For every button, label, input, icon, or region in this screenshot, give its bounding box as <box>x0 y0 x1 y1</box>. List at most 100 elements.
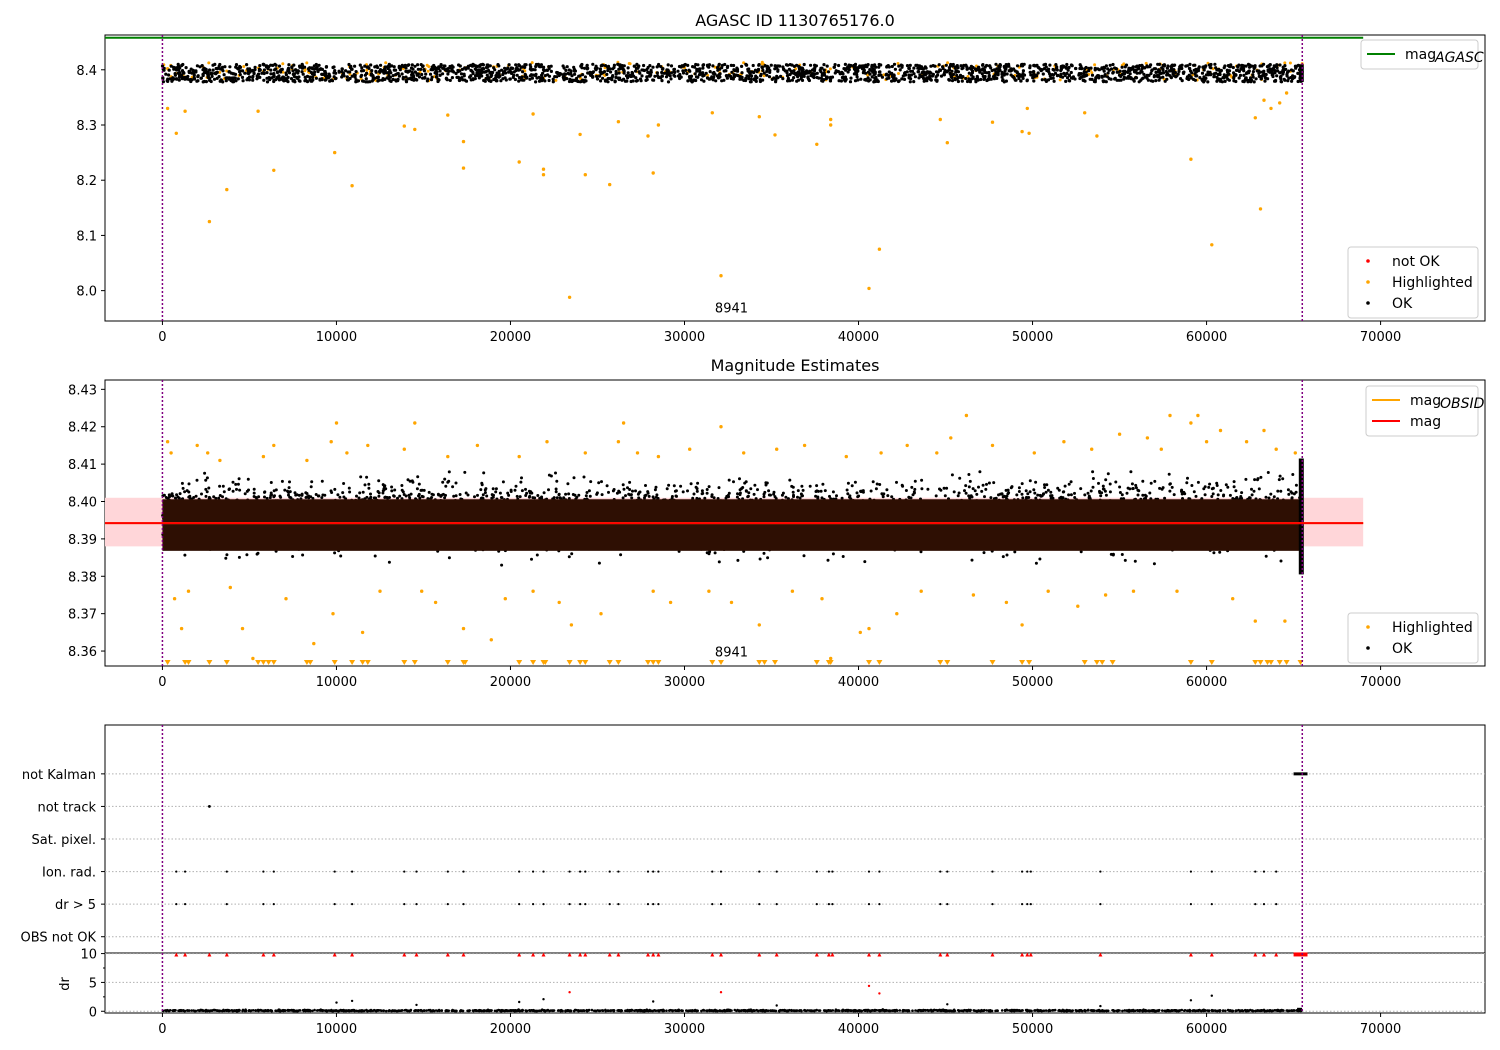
ok-point <box>247 69 251 74</box>
ok-point <box>252 491 256 495</box>
ok-point <box>616 76 620 80</box>
ok-point <box>579 64 583 68</box>
ok-point <box>1051 76 1055 80</box>
ok-point <box>1252 80 1256 84</box>
ok-point <box>515 66 519 70</box>
ok-point <box>1019 79 1023 83</box>
ok-point <box>873 79 877 83</box>
ok-point <box>853 68 857 72</box>
ok-point <box>583 66 587 70</box>
ok-point <box>967 71 971 75</box>
ok-point <box>350 74 354 78</box>
ok-point <box>342 74 346 78</box>
ok-point <box>1087 66 1091 70</box>
ok-point <box>871 67 875 71</box>
ok-point <box>345 75 349 79</box>
ok-point <box>705 491 709 495</box>
ok-point <box>233 76 237 80</box>
ok-point <box>206 74 210 78</box>
ok-point <box>572 476 576 480</box>
ok-point <box>754 79 758 83</box>
ok-point <box>837 63 841 68</box>
ok-point <box>974 77 978 81</box>
ok-point <box>655 71 660 75</box>
highlighted-point <box>281 62 285 66</box>
ok-point <box>173 73 177 77</box>
ok-point <box>492 77 496 82</box>
ok-point <box>166 79 170 83</box>
ok-point <box>489 79 493 83</box>
ok-point <box>1268 67 1272 71</box>
ok-point <box>708 70 712 74</box>
highlighted-point <box>165 106 170 111</box>
ok-point <box>1149 71 1153 76</box>
ok-point <box>314 66 318 71</box>
ok-point <box>219 78 223 82</box>
legend-label: Highlighted <box>1392 275 1473 291</box>
ok-point <box>1192 490 1196 494</box>
ok-point <box>400 72 404 76</box>
ok-point <box>311 75 315 79</box>
ok-point <box>1163 79 1167 83</box>
ok-point <box>642 63 646 68</box>
ok-point <box>716 76 721 80</box>
ok-point <box>517 76 522 80</box>
ok-point <box>666 63 670 67</box>
ok-point <box>1022 73 1027 77</box>
ok-point <box>1166 64 1170 68</box>
ok-point <box>826 70 831 74</box>
ok-point <box>190 71 194 75</box>
ok-point <box>912 66 916 70</box>
ok-point <box>477 68 481 72</box>
highlighted-point <box>867 286 871 291</box>
ok-point <box>967 79 971 83</box>
ok-point <box>493 68 497 72</box>
ok-point <box>943 494 947 498</box>
ok-point <box>753 68 758 72</box>
ok-point <box>634 66 639 70</box>
middle-chart-title: Magnitude Estimates <box>711 356 880 375</box>
ok-point <box>353 64 357 68</box>
ok-point <box>767 489 771 493</box>
ok-point <box>1249 76 1253 80</box>
ok-point <box>1169 69 1173 73</box>
ok-point <box>360 73 364 77</box>
ok-point <box>645 75 649 79</box>
ok-point <box>1097 68 1101 72</box>
ok-point <box>1017 490 1021 493</box>
ok-point <box>195 64 199 68</box>
ok-point <box>265 80 270 84</box>
ok-point <box>301 72 305 76</box>
ok-point <box>1102 69 1106 73</box>
ok-point <box>187 70 191 75</box>
ok-point <box>701 66 705 70</box>
ok-point <box>555 496 559 500</box>
ok-point <box>429 78 434 82</box>
ok-point <box>251 78 255 82</box>
ok-point <box>1254 77 1258 81</box>
highlighted-point <box>1258 207 1263 211</box>
ok-point <box>1012 75 1016 79</box>
highlighted-point <box>256 109 260 113</box>
ok-point <box>747 77 751 81</box>
ok-point <box>1124 63 1129 67</box>
ok-point <box>686 63 690 67</box>
ok-point <box>735 67 740 71</box>
highlighted-point <box>402 124 406 128</box>
highlighted-point <box>946 61 950 65</box>
highlighted-point <box>272 168 276 172</box>
ok-point <box>1149 63 1153 67</box>
x-tick-label: 60000 <box>1186 330 1227 345</box>
ok-point <box>897 64 901 68</box>
ok-point <box>1004 495 1008 499</box>
ok-point <box>185 77 190 81</box>
legend-label: OK <box>1392 296 1413 312</box>
ok-point <box>1079 487 1083 491</box>
ok-point <box>1226 485 1230 489</box>
ok-point <box>358 63 362 67</box>
ok-point <box>401 77 405 81</box>
ok-point <box>529 68 534 72</box>
ok-point <box>583 79 587 83</box>
ok-point <box>638 77 643 81</box>
